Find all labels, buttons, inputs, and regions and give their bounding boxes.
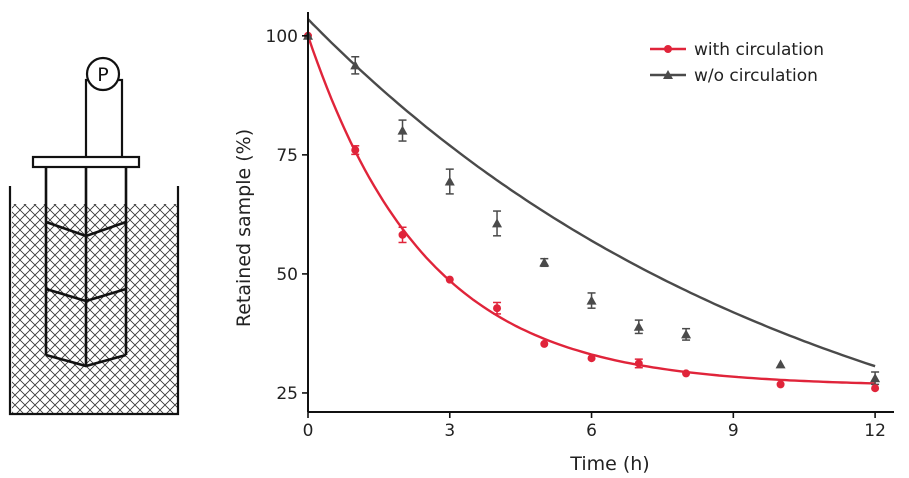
x-tick-label: 3: [444, 421, 455, 441]
with-circulation-point: [493, 304, 502, 313]
with-circulation-point: [445, 275, 454, 284]
error-bars: [351, 56, 880, 386]
legend-with-circulation-label: with circulation: [694, 40, 824, 60]
legend: with circulation w/o circulation: [650, 40, 824, 86]
axes: [307, 12, 894, 413]
with-circulation-point: [634, 359, 643, 368]
holder-cap: [31, 155, 141, 169]
x-tick-label: 9: [728, 421, 739, 441]
beaker: [8, 186, 180, 416]
with-circulation-point: [351, 146, 360, 155]
y-axis-title: Retained sample (%): [233, 129, 255, 327]
x-axis-ticks: 0 3 6 9 12: [303, 412, 886, 441]
without-circulation-point: [539, 257, 550, 267]
without-circulation-point: [633, 321, 644, 331]
with-circulation-point: [540, 339, 549, 348]
x-tick-label: 12: [864, 421, 886, 441]
y-tick-label: 50: [276, 265, 298, 285]
data-markers: [303, 30, 881, 393]
pump-tube: [84, 78, 124, 160]
x-tick-label: 6: [586, 421, 597, 441]
legend-without-circulation-marker: [663, 70, 673, 79]
without-circulation-point: [492, 218, 503, 228]
without-circulation-point: [444, 176, 455, 186]
circulation-schematic: P: [8, 56, 180, 416]
with-circulation-point: [682, 369, 691, 378]
with-circulation-point: [776, 380, 785, 389]
pump-icon: [85, 56, 121, 92]
liquid-bath: [12, 204, 177, 413]
x-axis-title: Time (h): [569, 453, 649, 475]
with-circulation-fit-line: [306, 35, 876, 385]
without-circulation-fit-line: [307, 18, 876, 368]
without-circulation-point: [775, 359, 786, 369]
without-circulation-point: [586, 295, 597, 305]
retention-chart: 0 3 6 9 12 25 50 75 100 Time (h) Retained sampl…: [233, 12, 894, 475]
with-circulation-point: [587, 354, 596, 363]
legend-without-circulation-label: w/o circulation: [694, 66, 818, 86]
without-circulation-point: [870, 373, 881, 383]
without-circulation-point: [681, 329, 692, 339]
y-tick-label: 75: [276, 146, 298, 166]
pump-label: P: [97, 64, 108, 86]
y-axis-ticks: 25 50 75 100: [266, 27, 308, 404]
x-tick-label: 0: [303, 421, 314, 441]
y-tick-label: 25: [276, 384, 298, 404]
without-circulation-point: [350, 60, 361, 70]
with-circulation-point: [398, 230, 407, 239]
with-circulation-point: [871, 384, 880, 393]
y-tick-label: 100: [266, 27, 298, 47]
legend-with-circulation-marker: [664, 45, 672, 53]
sample-holder: [44, 167, 128, 368]
without-circulation-point: [397, 125, 408, 135]
